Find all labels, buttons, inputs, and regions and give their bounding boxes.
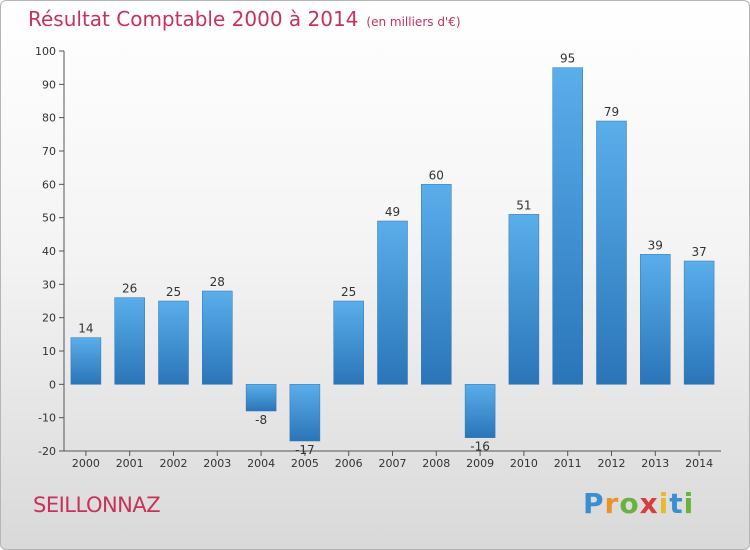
data-labels: 14 26 25 28 -8 -17 25 49 60 -16 51 95 79 39 37: [78, 52, 706, 457]
x-tick-label: 2010: [510, 457, 538, 470]
data-label-2012: 79: [604, 105, 619, 119]
y-tick-label: 60: [42, 178, 56, 191]
x-tick-label: 2003: [203, 457, 231, 470]
y-tick-label: 30: [42, 278, 56, 291]
bar-2006[interactable]: [333, 300, 364, 385]
data-label-2014: 37: [691, 245, 706, 259]
data-label-2007: 49: [385, 205, 400, 219]
x-tick-label: 2007: [379, 457, 407, 470]
bar-2002[interactable]: [158, 300, 189, 385]
y-tick-label: 20: [42, 312, 56, 325]
x-tick-label: 2000: [72, 457, 100, 470]
bar-2013[interactable]: [640, 254, 671, 385]
data-label-2000: 14: [78, 322, 93, 336]
data-label-2003: 28: [210, 275, 225, 289]
proxiti-logo[interactable]: Proxiti: [583, 487, 694, 520]
bars: [70, 67, 715, 442]
x-tick-label: 2005: [291, 457, 319, 470]
data-label-2005: -17: [295, 443, 315, 457]
data-label-2002: 25: [166, 285, 181, 299]
data-label-2011: 95: [560, 52, 575, 66]
chart-subtitle: (en milliers d'€): [366, 15, 461, 29]
x-tick-label: 2013: [641, 457, 669, 470]
logo-letter: x: [639, 487, 659, 520]
x-tick-label: 2001: [116, 457, 144, 470]
x-tick-label: 2011: [554, 457, 582, 470]
y-tick-label: 100: [35, 45, 56, 58]
data-label-2001: 26: [122, 282, 137, 296]
bar-2014[interactable]: [683, 260, 715, 385]
logo-letter: r: [604, 487, 620, 520]
x-tick-label: 2014: [685, 457, 713, 470]
axes: -20 -10 0 10 20 30 40 50 60 70 80 90 100 2000 2001 2002…: [35, 45, 721, 470]
bar-2003[interactable]: [202, 290, 233, 385]
y-tick-label: -20: [38, 445, 56, 458]
bar-2011[interactable]: [552, 67, 583, 385]
bar-2009[interactable]: [464, 384, 496, 438]
y-tick-label: 40: [42, 245, 56, 258]
y-tick-label: 0: [49, 378, 56, 391]
x-tick-label: 2012: [598, 457, 626, 470]
data-label-2010: 51: [516, 198, 531, 212]
data-label-2004: -8: [255, 413, 267, 427]
y-tick-label: 70: [42, 145, 56, 158]
y-tick-label: 80: [42, 112, 56, 125]
bar-2000[interactable]: [70, 337, 102, 385]
bar-2008[interactable]: [421, 184, 452, 385]
bar-2004[interactable]: [245, 384, 277, 412]
x-tick-label: 2006: [335, 457, 363, 470]
logo-letter: o: [619, 487, 640, 520]
data-label-2013: 39: [648, 238, 663, 252]
y-tick-label: -10: [38, 412, 56, 425]
y-tick-label: 90: [42, 78, 56, 91]
logo-letter: i: [658, 487, 670, 520]
x-tick-label: 2008: [422, 457, 450, 470]
data-label-2008: 60: [429, 168, 444, 182]
y-tick-label: 50: [42, 212, 56, 225]
data-label-2009: -16: [470, 440, 490, 454]
x-tick-label: 2004: [247, 457, 275, 470]
x-tick-label: 2009: [466, 457, 494, 470]
bar-2005[interactable]: [289, 384, 321, 442]
logo-letter: i: [683, 487, 695, 520]
data-label-2006: 25: [341, 285, 356, 299]
y-tick-label: 10: [42, 345, 56, 358]
bar-2012[interactable]: [596, 120, 627, 385]
logo-letter: t: [669, 487, 684, 520]
x-tick-label: 2002: [160, 457, 188, 470]
chart-title-row: Résultat Comptable 2000 à 2014 (en millie…: [28, 7, 461, 31]
bar-2001[interactable]: [114, 297, 145, 385]
chart-title: Résultat Comptable 2000 à 2014: [28, 7, 359, 31]
bar-2007[interactable]: [377, 220, 408, 385]
bar-2010[interactable]: [508, 214, 540, 385]
logo-letter: P: [583, 487, 605, 520]
commune-name: SEILLONNAZ: [33, 493, 161, 517]
